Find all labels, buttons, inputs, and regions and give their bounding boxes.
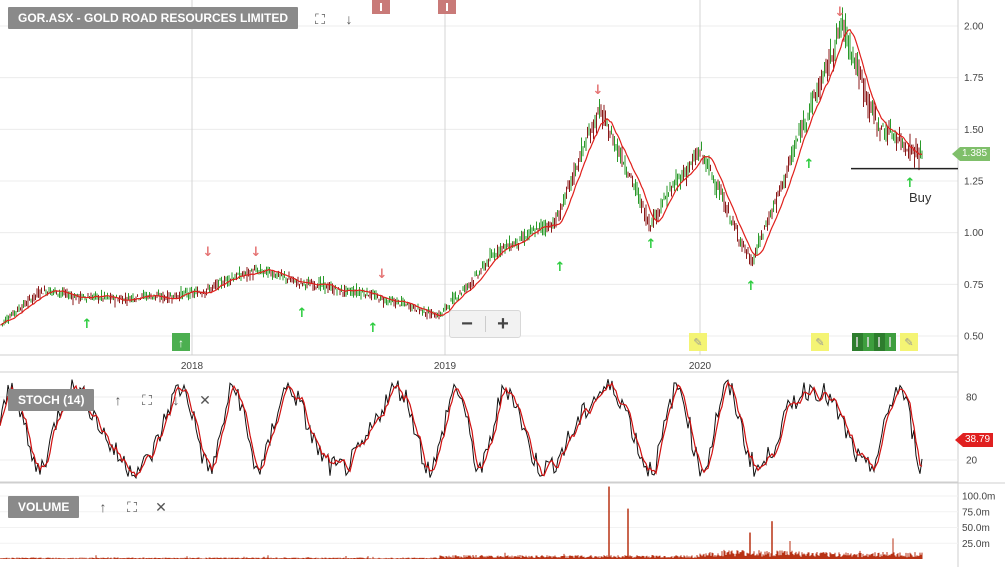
y-tick-label: 0.75 <box>964 280 984 291</box>
buy-arrow-icon: ↑ <box>646 237 657 252</box>
stoch-tick-label: 80 <box>966 393 978 404</box>
zoom-out-button[interactable]: − <box>461 313 473 335</box>
y-tick-label: 2.00 <box>964 22 984 33</box>
volume-tick-label: 25.0m <box>962 539 990 550</box>
chart-title: GOR.ASX - GOLD ROAD RESOURCES LIMITED <box>8 7 299 29</box>
pencil-icon <box>900 333 918 351</box>
moving-average-line <box>0 29 923 326</box>
signal-arrows: ↑ ↑ ↑ ↑ ↑ ↑ ↑ ↑ ↓ ↓ ↓ ↓ ↓ <box>82 5 916 336</box>
buy-annotation: Buy <box>909 190 932 205</box>
expand-icon[interactable]: ⛶ <box>127 499 137 515</box>
y-tick-label: 1.00 <box>964 228 984 239</box>
buy-arrow-icon: ↑ <box>368 321 379 336</box>
y-tick-label: 1.25 <box>964 177 984 188</box>
arrow-up-icon[interactable]: ↑ <box>114 392 122 408</box>
pencil-icon-glyph: ✎ <box>815 337 824 349</box>
y-tick-label: 0.50 <box>964 332 984 343</box>
buy-arrow-icon: ↑ <box>82 317 93 332</box>
buy-arrow-icon: ↑ <box>905 176 916 191</box>
buy-arrow-icon: ↑ <box>297 306 308 321</box>
moving-average <box>0 29 923 326</box>
sell-arrow-icon: ↓ <box>835 5 846 20</box>
expand-icon[interactable]: ⛶ <box>315 11 325 27</box>
last-price-tag: 1.385 <box>952 147 991 161</box>
zoom-controls: − + <box>449 310 521 338</box>
arrow-up-icon[interactable]: ↑ <box>99 499 107 515</box>
signal-icon <box>172 333 190 351</box>
pencil-icon-glyph: ✎ <box>904 337 913 349</box>
stochastic-lines <box>0 379 923 480</box>
zoom-in-button[interactable]: + <box>497 313 509 335</box>
stoch-tick-label: 20 <box>966 456 978 467</box>
stoch-d-line <box>0 380 923 478</box>
stoch-label: STOCH (14) <box>8 389 95 411</box>
y-tick-label: 1.75 <box>964 73 984 84</box>
pencil-icon <box>811 333 829 351</box>
close-icon[interactable]: ✕ <box>155 499 167 515</box>
arrow-down-icon[interactable]: ↓ <box>172 392 180 408</box>
buy-arrow-icon: ↑ <box>804 157 815 172</box>
event-markers[interactable]: ↑ ✎ ✎ ✎ <box>172 0 918 351</box>
x-tick-label: 2018 <box>181 361 204 372</box>
sell-arrow-icon: ↓ <box>203 245 214 260</box>
x-tick-label: 2020 <box>689 361 712 372</box>
volume-label: VOLUME <box>8 496 80 518</box>
close-icon[interactable]: ✕ <box>199 392 211 408</box>
pencil-icon <box>689 333 707 351</box>
sell-arrow-icon: ↓ <box>593 83 604 98</box>
stoch-value-tag: 38.79 <box>955 433 994 447</box>
buy-arrow-icon: ↑ <box>746 279 757 294</box>
volume-tick-label: 75.0m <box>962 507 990 518</box>
expand-icon[interactable]: ⛶ <box>142 392 152 408</box>
x-tick-label: 2019 <box>434 361 457 372</box>
y-tick-label: 1.50 <box>964 125 984 136</box>
buy-arrow-icon: ↑ <box>555 260 566 275</box>
sell-arrow-icon: ↓ <box>251 245 262 260</box>
volume-tick-label: 50.0m <box>962 523 990 534</box>
signal-icon-glyph: ↑ <box>178 336 184 350</box>
stoch-k-line <box>0 379 923 480</box>
sell-arrow-icon: ↓ <box>377 267 388 282</box>
volume-bars <box>0 486 923 559</box>
arrow-down-icon[interactable]: ↓ <box>345 11 353 27</box>
price-candles <box>0 7 923 327</box>
pencil-icon-glyph: ✎ <box>693 337 702 349</box>
volume-tick-label: 100.0m <box>962 492 995 503</box>
